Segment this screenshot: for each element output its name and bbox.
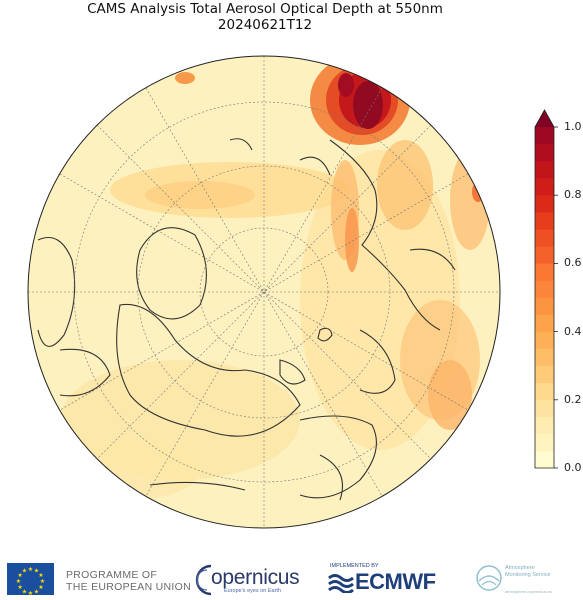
colorbar-bin [535, 280, 554, 298]
map-boundary [27, 55, 501, 529]
colorbar-ticks [554, 126, 558, 469]
svg-text:★: ★ [16, 578, 21, 585]
svg-text:★: ★ [40, 578, 45, 585]
copernicus-wordmark: opernicus [211, 566, 300, 589]
colorbar-bin [535, 382, 554, 401]
aerosol-map [27, 55, 501, 529]
svg-text:★: ★ [17, 584, 22, 591]
svg-text:★: ★ [28, 590, 33, 595]
eu-flag-icon: ★ ★ ★ ★ ★ ★ ★ ★ ★ ★ ★ ★ [7, 563, 54, 597]
svg-text:★: ★ [17, 572, 22, 579]
colorbar-bin [535, 212, 554, 230]
colorbar-tick-label: 0.2 [564, 392, 582, 406]
colorbar-bin [535, 348, 554, 366]
copernicus-tagline: Europe's eyes on Earth [224, 588, 282, 594]
map-title: CAMS Analysis Total Aerosol Optical Dept… [87, 1, 443, 17]
atmosphere-monitoring-url: atmosphere.copernicus.eu [505, 589, 553, 594]
colorbar-bin [535, 331, 554, 349]
colorbar-bin [535, 450, 554, 469]
colorbar-bin [535, 416, 554, 435]
svg-text:★: ★ [22, 568, 27, 575]
coastlines [37, 138, 456, 501]
map-subtitle: 20240621T12 [217, 17, 313, 33]
aod-field [28, 56, 490, 500]
colorbar-bin [535, 399, 554, 418]
colorbar-bin [535, 229, 554, 247]
colorbar-bin [535, 433, 554, 452]
colorbar-bin [535, 365, 554, 384]
colorbar-tick-label: 0.8 [564, 188, 582, 202]
atmosphere-monitoring-text: Atmosphere Monitoring Service [505, 565, 551, 578]
colorbar-tick-label: 0.0 [564, 461, 582, 474]
ecmwf-logo-icon [328, 574, 354, 593]
colorbar-bin [535, 314, 554, 332]
colorbar [534, 109, 558, 469]
svg-text:★: ★ [38, 572, 43, 579]
svg-text:★: ★ [22, 588, 27, 595]
graticule [28, 56, 500, 528]
eu-programme-text: PROGRAMME OF THE EUROPEAN UNION [66, 569, 191, 593]
colorbar-tick-label: 0.4 [564, 324, 582, 338]
colorbar-bin [535, 178, 554, 196]
atmosphere-monitoring-logo-icon [476, 565, 502, 591]
copernicus-logo-icon [195, 564, 212, 596]
colorbar-bin [535, 263, 554, 281]
footer-logos: ★ ★ ★ ★ ★ ★ ★ ★ ★ ★ ★ ★ PROGRAMME OF THE EUROPEA… [0, 548, 583, 600]
colorbar-bin [535, 246, 554, 264]
colorbar-bins [534, 109, 555, 469]
svg-text:★: ★ [34, 588, 39, 595]
svg-text:★: ★ [38, 584, 43, 591]
svg-text:★: ★ [28, 566, 33, 573]
colorbar-bin [535, 195, 554, 213]
ecmwf-wordmark: ECMWF [355, 569, 436, 594]
colorbar-tick-label: 1.0 [564, 120, 582, 133]
colorbar-bin [535, 127, 554, 145]
colorbar-outline [534, 109, 555, 469]
colorbar-tick-label: 0.6 [564, 256, 582, 270]
colorbar-bin [535, 161, 554, 179]
svg-text:★: ★ [34, 568, 39, 575]
colorbar-bin [535, 144, 554, 162]
colorbar-bin [535, 297, 554, 315]
ecmwf-implemented-by: IMPLEMENTED BY [330, 563, 379, 569]
colorbar-extend-triangle [535, 110, 554, 127]
